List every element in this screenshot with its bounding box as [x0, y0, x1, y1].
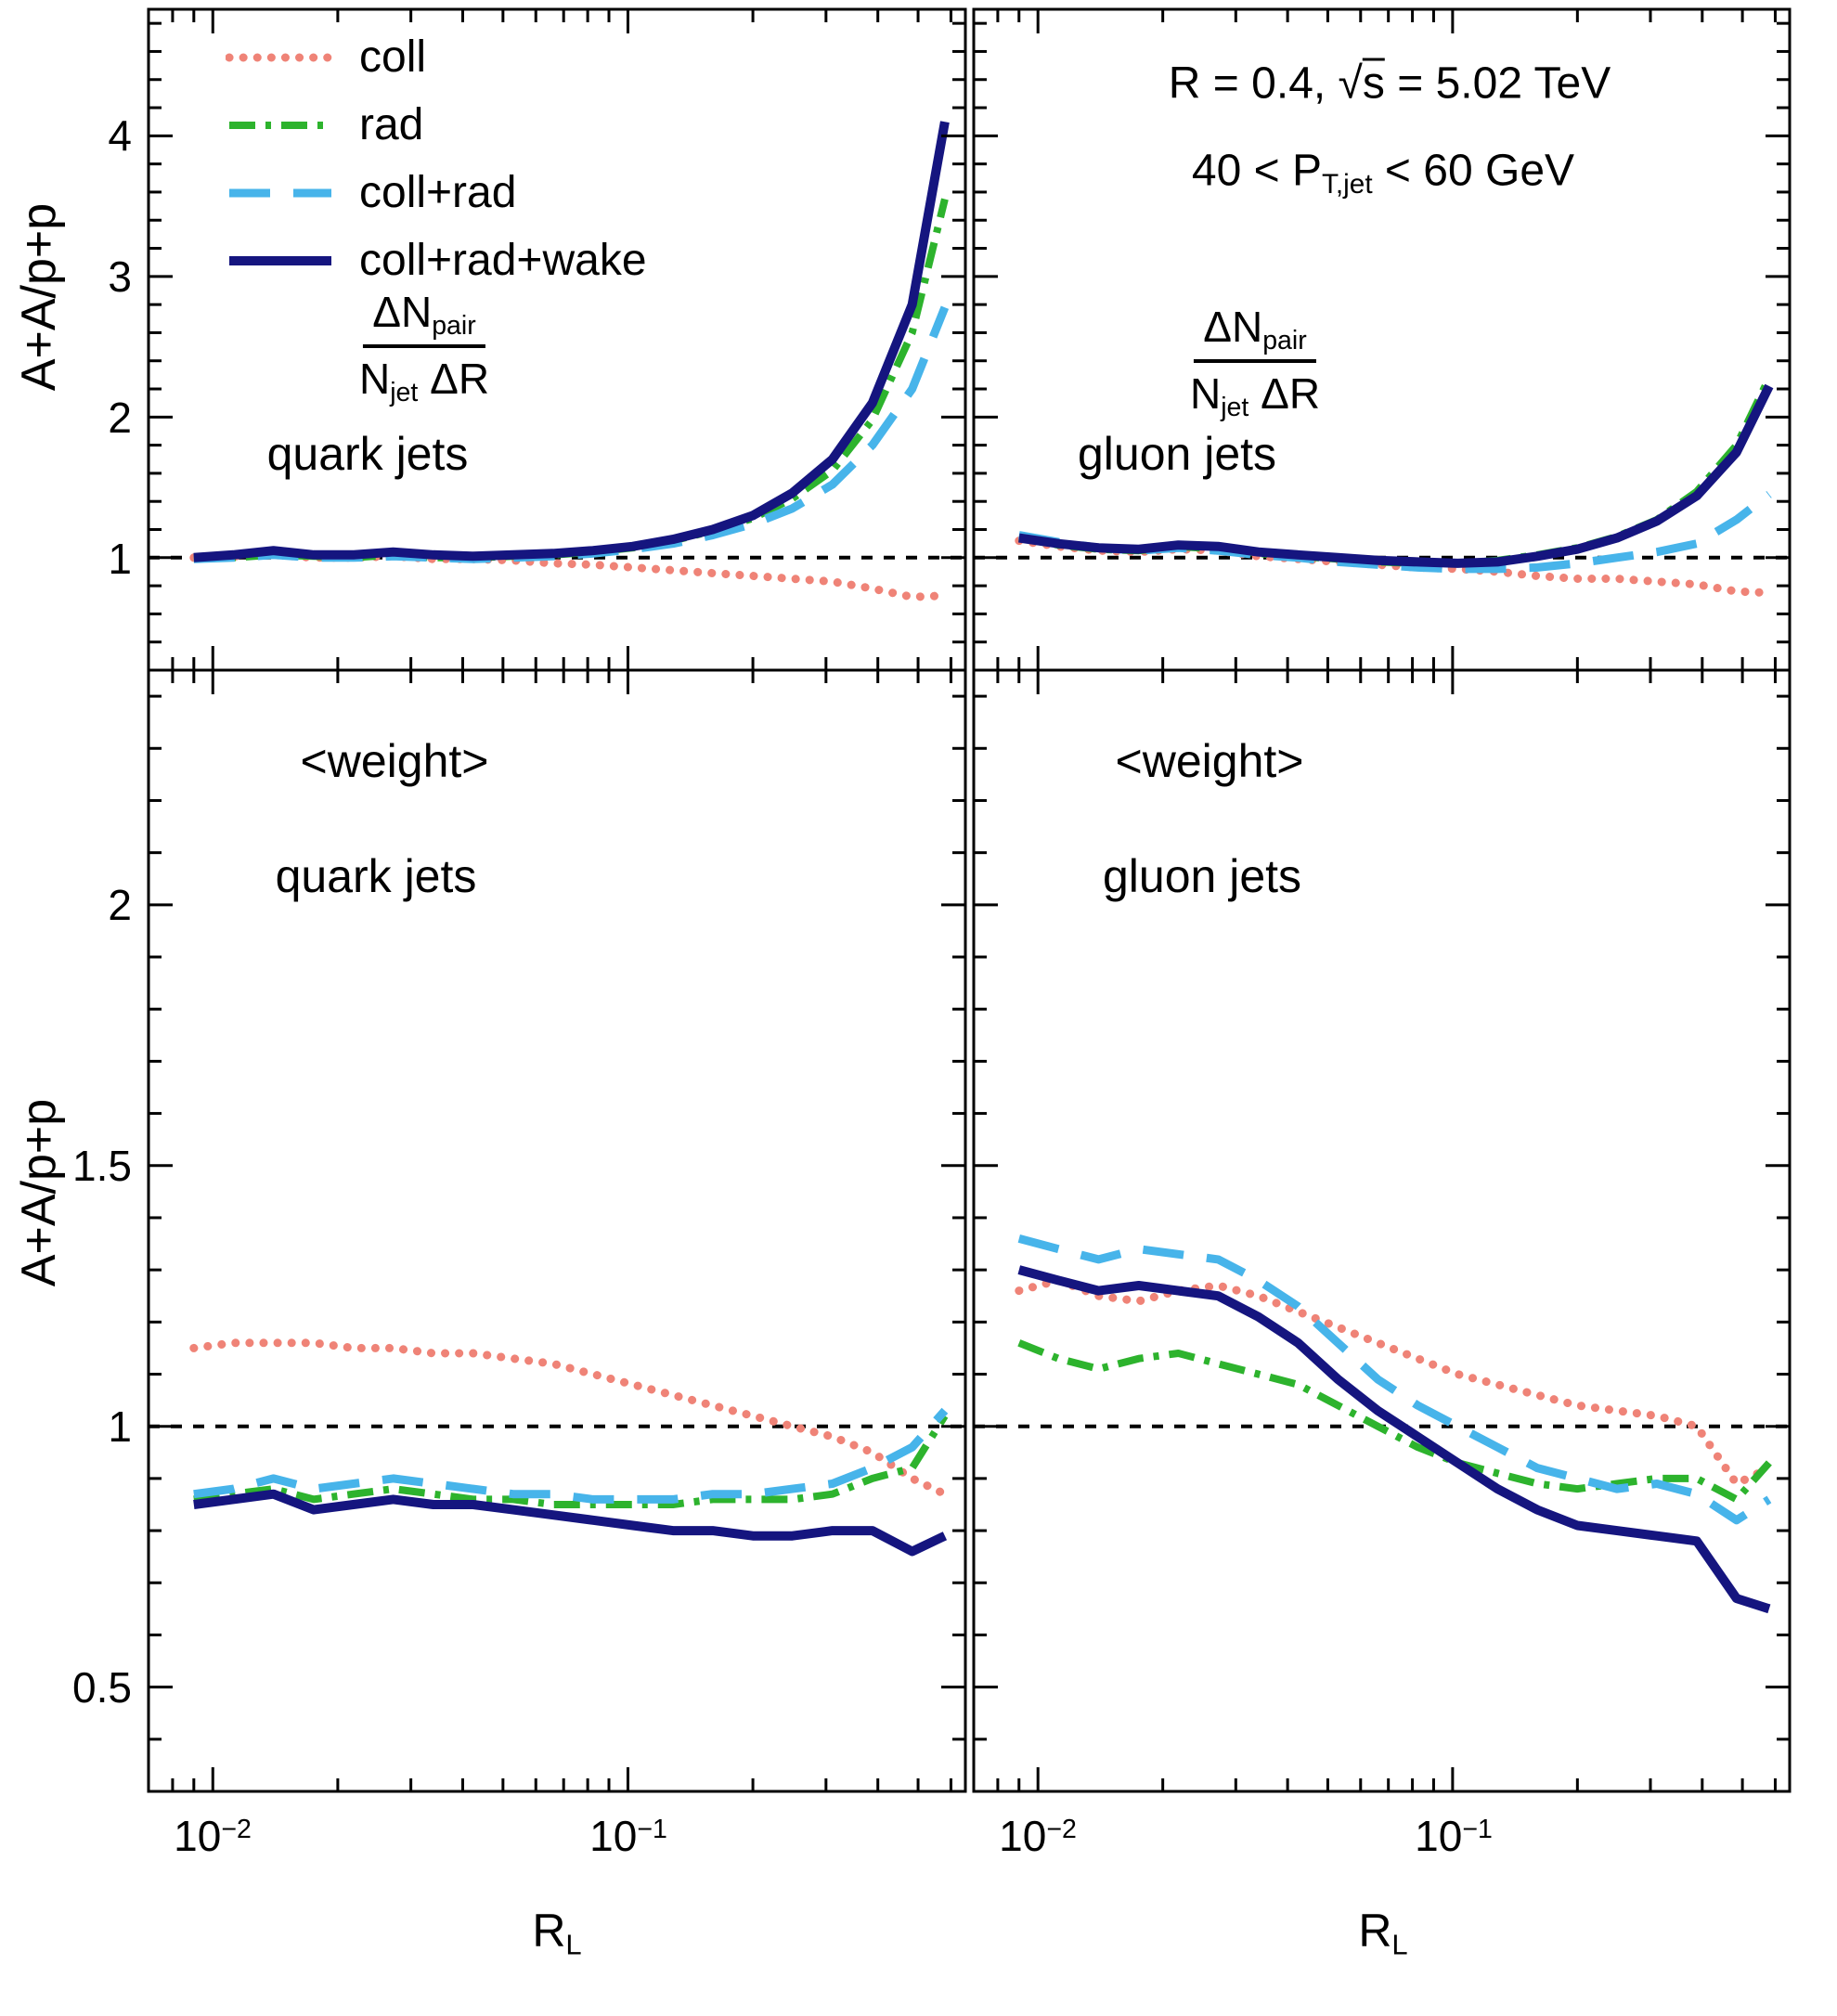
- ytick-bottom-05: 0.5: [72, 1663, 132, 1712]
- panel-label-quark-jets-bottom: quark jets: [275, 850, 477, 902]
- legend: coll rad coll+rad coll+rad+wake: [226, 23, 647, 294]
- header-energy: R = 0.4, √s = 5.02 TeV: [1168, 58, 1611, 109]
- panel-label-gluon-jets-top: gluon jets: [1077, 428, 1277, 480]
- formula-denominator: Njet ΔR: [1189, 369, 1321, 422]
- formula-denominator: Njet ΔR: [358, 355, 490, 407]
- formula-numerator: ΔNpair: [363, 287, 485, 348]
- xtick-left-1e-2: 10−2: [174, 1812, 252, 1860]
- xtick-right-1e-2: 10−2: [999, 1812, 1077, 1860]
- ytick-top-1: 1: [108, 535, 132, 583]
- ytick-top-3: 3: [108, 252, 132, 301]
- formula-eec-right: ΔNpair Njet ΔR: [1189, 302, 1321, 422]
- ytick-top-4: 4: [108, 111, 132, 160]
- ytick-bottom-15: 1.5: [72, 1142, 132, 1190]
- y-axis-label-bottom: A+A/p+p: [12, 1098, 66, 1287]
- legend-label: coll: [359, 32, 427, 82]
- legend-line-sample: [226, 53, 335, 62]
- x-axis-label-right: RL: [1358, 1905, 1408, 1961]
- ytick-bottom-1: 1: [108, 1402, 132, 1451]
- xtick-left-1e-1: 10−1: [589, 1812, 667, 1860]
- x-axis-label-left: RL: [532, 1905, 582, 1961]
- panel-label-weight-right: <weight>: [1115, 735, 1304, 787]
- formula-numerator: ΔNpair: [1194, 302, 1316, 363]
- legend-label: coll+rad: [359, 168, 517, 217]
- legend-line-sample: [229, 188, 331, 198]
- panel-label-weight-left: <weight>: [300, 735, 489, 787]
- legend-line-sample: [229, 122, 331, 129]
- panel-label-gluon-jets-bottom: gluon jets: [1102, 850, 1302, 902]
- xtick-right-1e-1: 10−1: [1415, 1812, 1493, 1860]
- panel-label-quark-jets-top: quark jets: [266, 428, 469, 480]
- ytick-top-2: 2: [108, 394, 132, 442]
- legend-item-coll: coll: [226, 23, 647, 91]
- formula-eec-left: ΔNpair Njet ΔR: [358, 287, 490, 407]
- legend-line-sample: [229, 256, 331, 265]
- legend-item-coll-rad: coll+rad: [226, 159, 647, 226]
- legend-item-coll-rad-wake: coll+rad+wake: [226, 226, 647, 294]
- legend-item-rad: rad: [226, 91, 647, 159]
- ytick-bottom-2: 2: [108, 881, 132, 929]
- legend-label: rad: [359, 100, 424, 149]
- header-ptjet-range: 40 < PT,jet < 60 GeV: [1191, 146, 1575, 200]
- legend-label: coll+rad+wake: [359, 236, 647, 285]
